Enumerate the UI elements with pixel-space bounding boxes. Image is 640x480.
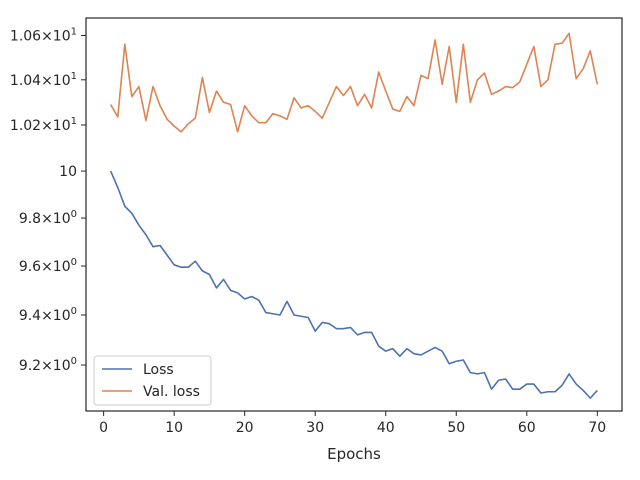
x-tick-label: 60	[518, 420, 536, 436]
x-tick-label: 30	[306, 420, 324, 436]
y-tick-label: 9.4×100	[19, 306, 77, 324]
plot-frame	[85, 17, 623, 412]
y-tick-label: 9.8×100	[19, 209, 77, 227]
x-axis-label: Epochs	[327, 445, 381, 463]
x-axis: 0 10 20 30 40 50 60 70	[99, 411, 606, 436]
y-axis: 9.2×100 9.4×100 9.6×100 9.8×100 10 1.02×101 1.…	[10, 26, 86, 374]
x-tick-label: 40	[377, 420, 395, 436]
y-tick-label: 9.6×100	[19, 257, 77, 275]
x-tick-label: 70	[588, 420, 606, 436]
legend-label-val-loss: Val. loss	[143, 384, 200, 400]
series-layer	[109, 32, 599, 399]
y-tick-label: 1.06×101	[10, 26, 77, 44]
legend: Loss Val. loss	[93, 355, 212, 406]
x-tick-label: 10	[165, 420, 183, 436]
y-tick-label: 1.04×101	[10, 71, 77, 89]
series-line-val-loss	[109, 32, 599, 133]
y-tick-label: 10	[59, 164, 77, 180]
x-tick-label: 20	[236, 420, 254, 436]
series-line-loss	[109, 170, 598, 399]
y-tick-label: 9.2×100	[19, 356, 77, 374]
x-tick-label: 0	[99, 420, 108, 436]
x-tick-label: 50	[447, 420, 465, 436]
legend-label-loss: Loss	[143, 362, 174, 378]
y-tick-label: 1.02×101	[10, 116, 77, 134]
